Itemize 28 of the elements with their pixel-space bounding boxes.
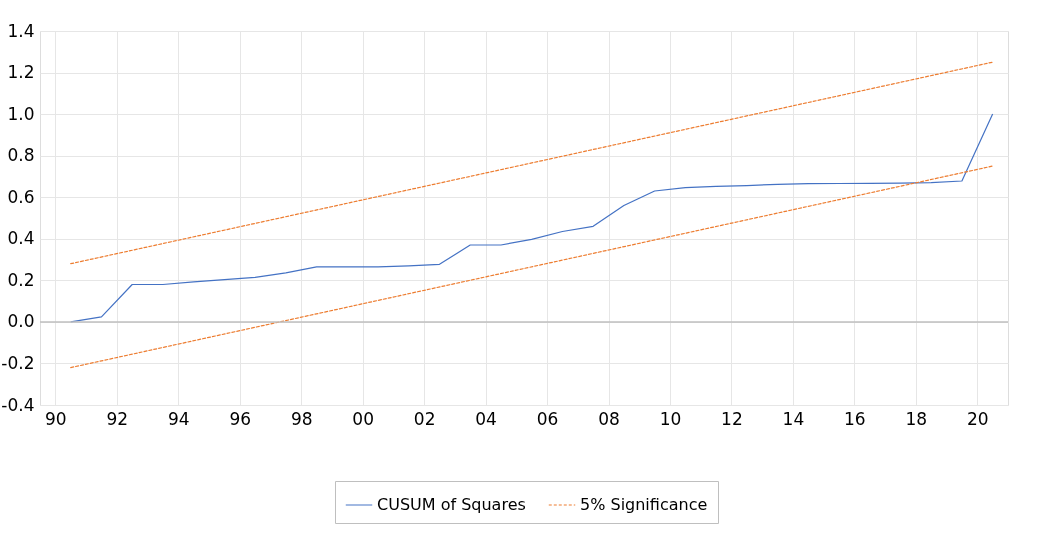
x-tick-label: 90 <box>45 408 67 429</box>
legend-label: 5% Significance <box>580 495 708 514</box>
y-tick-label: -0.4 <box>1 394 35 415</box>
x-tick-label: 02 <box>413 408 436 429</box>
x-tick-label: 04 <box>475 408 497 429</box>
y-tick-label: 1.2 <box>7 62 35 83</box>
x-tick-label: 06 <box>536 408 559 429</box>
y-tick-label: 0.0 <box>7 311 35 332</box>
x-tick-label: 00 <box>352 408 374 429</box>
x-tick-label: 10 <box>659 408 682 429</box>
x-tick-label: 12 <box>721 408 743 429</box>
y-tick-label: 0.2 <box>7 269 35 290</box>
y-tick-label: 0.8 <box>7 145 35 166</box>
x-tick-label: 98 <box>290 408 313 429</box>
x-tick-label: 16 <box>844 408 866 429</box>
x-tick-label: 94 <box>167 408 190 429</box>
x-tick-label: 96 <box>229 408 252 429</box>
y-tick-label: 0.6 <box>7 186 35 207</box>
x-tick-label: 20 <box>966 408 989 429</box>
x-tick-label: 08 <box>598 408 620 429</box>
y-tick-label: 0.4 <box>7 228 35 249</box>
x-tick-label: 18 <box>905 408 928 429</box>
y-tick-label: 1.0 <box>7 103 35 124</box>
legend-label: CUSUM of Squares <box>377 495 526 514</box>
x-tick-label: 14 <box>782 408 805 429</box>
x-tick-label: 92 <box>106 408 129 429</box>
y-tick-label: -0.2 <box>1 352 35 373</box>
y-tick-label: 1.4 <box>7 20 35 41</box>
